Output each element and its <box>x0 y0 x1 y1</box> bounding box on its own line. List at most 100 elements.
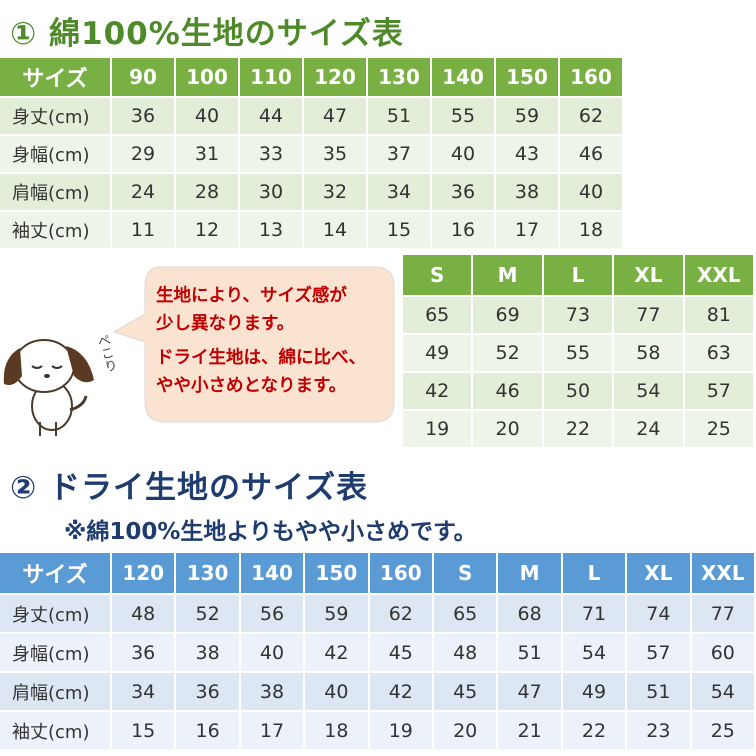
table-cell: 52 <box>176 595 241 634</box>
table-cell: 49 <box>403 335 474 373</box>
note-line: ドライ生地は、綿に比べ、 <box>156 348 366 368</box>
table-cell: 16 <box>432 212 496 250</box>
speech-bubble <box>112 266 395 423</box>
header-cell: XXL <box>691 553 756 595</box>
header-cell: 150 <box>496 58 560 98</box>
table-cell: 36 <box>112 634 177 673</box>
header-cell: M <box>473 255 544 297</box>
header-cell: S <box>434 553 499 595</box>
table-cell: 45 <box>369 634 434 673</box>
table-cell: 46 <box>560 136 624 174</box>
table-cell: 24 <box>614 411 685 449</box>
row-label: 肩幅(cm) <box>0 174 112 212</box>
table-cell: 22 <box>562 712 628 751</box>
table-cell: 22 <box>543 411 615 449</box>
table-cell: 19 <box>369 712 434 751</box>
table-cell: 54 <box>614 373 685 411</box>
table-cell: 40 <box>432 136 496 174</box>
note-line: 少し異なります。 <box>156 314 295 334</box>
table-cell: 71 <box>562 595 628 634</box>
table-cell: 42 <box>403 373 474 411</box>
table-cell: 47 <box>498 673 563 712</box>
table-cell: 37 <box>368 136 432 174</box>
table-cell: 48 <box>112 595 177 634</box>
table-cell: 63 <box>684 335 755 373</box>
header-cell: 140 <box>432 58 496 98</box>
header-cell: 120 <box>112 553 177 595</box>
table-cell: 57 <box>684 373 755 411</box>
row-label: 身幅(cm) <box>0 634 112 673</box>
table-cell: 38 <box>176 634 241 673</box>
header-cell: 160 <box>560 58 624 98</box>
header-cell: サイズ <box>0 58 112 98</box>
table-cell: 45 <box>434 673 499 712</box>
table-cell: 33 <box>240 136 304 174</box>
section-subtitle: ※綿100%生地よりもやや小さめです。 <box>64 519 477 545</box>
table-cell: 29 <box>112 136 176 174</box>
table-cell: 42 <box>369 673 434 712</box>
section-title: ② ドライ生地のサイズ表 <box>10 470 369 506</box>
table-cell: 51 <box>368 98 432 136</box>
table-cell: 68 <box>498 595 563 634</box>
header-cell: 100 <box>176 58 240 98</box>
table-cell: 69 <box>473 297 544 335</box>
table-cell: 55 <box>432 98 496 136</box>
header-cell: S <box>403 255 474 297</box>
row-label: 身丈(cm) <box>0 595 112 634</box>
table-cell: 65 <box>403 297 474 335</box>
table-cell: 43 <box>496 136 560 174</box>
row-label: 肩幅(cm) <box>0 673 112 712</box>
table-cell: 54 <box>562 634 628 673</box>
section-title: ① 綿100%生地のサイズ表 <box>10 16 404 52</box>
table-cell: 59 <box>305 595 370 634</box>
table-cell: 46 <box>473 373 544 411</box>
table-cell: 74 <box>627 595 692 634</box>
header-cell: XL <box>614 255 685 297</box>
table-cell: 30 <box>240 174 304 212</box>
table-cell: 12 <box>176 212 240 250</box>
table-cell: 81 <box>684 297 755 335</box>
header-cell: 130 <box>368 58 432 98</box>
table-cell: 18 <box>305 712 370 751</box>
row-label: 袖丈(cm) <box>0 712 112 751</box>
row-label: 袖丈(cm) <box>0 212 112 250</box>
table-cell: 20 <box>434 712 499 751</box>
header-cell: 130 <box>176 553 241 595</box>
header-cell: 120 <box>304 58 368 98</box>
table-cell: 28 <box>176 174 240 212</box>
table-cell: 77 <box>614 297 685 335</box>
table-cell: 59 <box>496 98 560 136</box>
header-cell: M <box>498 553 563 595</box>
table-cell: 36 <box>432 174 496 212</box>
table-cell: 38 <box>496 174 560 212</box>
table-cell: 40 <box>305 673 370 712</box>
table-cell: 19 <box>403 411 474 449</box>
table-cell: 51 <box>498 634 563 673</box>
table-cell: 52 <box>473 335 544 373</box>
header-cell: 150 <box>305 553 370 595</box>
table-cell: 60 <box>691 634 756 673</box>
table-cell: 17 <box>496 212 560 250</box>
header-cell: XXL <box>684 255 755 297</box>
table-cell: 65 <box>434 595 499 634</box>
table-cell: 14 <box>304 212 368 250</box>
table-cell: 18 <box>560 212 624 250</box>
table-cell: 47 <box>304 98 368 136</box>
table-cell: 44 <box>240 98 304 136</box>
table-cell: 55 <box>543 335 615 373</box>
table-cell: 15 <box>368 212 432 250</box>
table-cell: 32 <box>304 174 368 212</box>
header-cell: 140 <box>240 553 306 595</box>
row-label: 身幅(cm) <box>0 136 112 174</box>
table-cell: 11 <box>112 212 176 250</box>
header-cell: XL <box>627 553 692 595</box>
note-text: 生地により、サイズ感が 少し異なります。 ドライ生地は、綿に比べ、 やや小さめとなりま… <box>156 282 396 422</box>
table-cell: 13 <box>240 212 304 250</box>
table-cell: 57 <box>627 634 692 673</box>
table-cell: 20 <box>473 411 544 449</box>
table-cell: 36 <box>176 673 241 712</box>
table-cell: 42 <box>305 634 370 673</box>
table-cell: 35 <box>304 136 368 174</box>
note-line: 生地により、サイズ感が <box>156 286 347 306</box>
table-cell: 24 <box>112 174 176 212</box>
